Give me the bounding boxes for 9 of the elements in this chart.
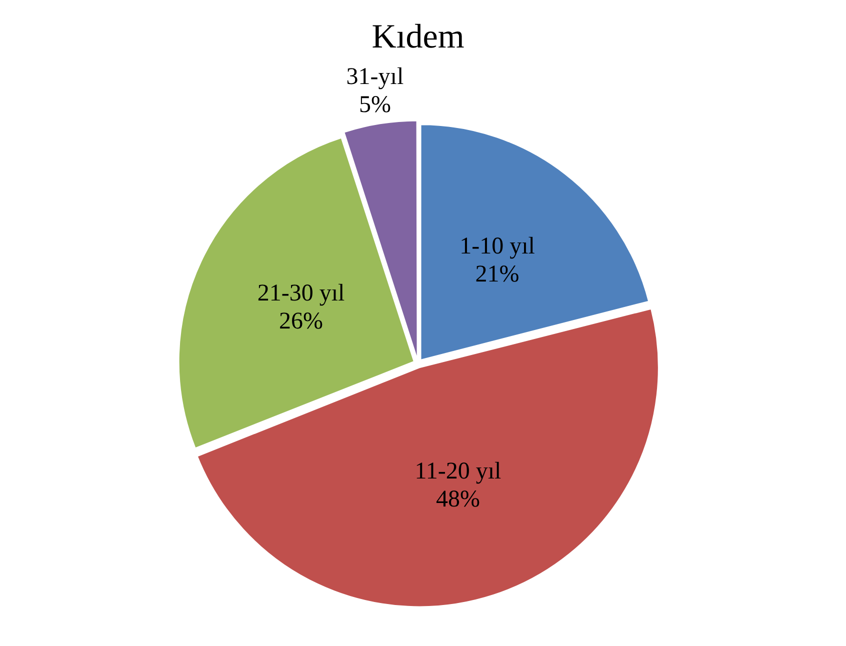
data-label: 48%: [436, 486, 480, 513]
slice-label: 1-10 yıl: [460, 234, 536, 260]
slice-label: 11-20 yıl: [414, 458, 502, 485]
data-label: 21%: [475, 262, 520, 288]
chart-title: Kıdem: [372, 18, 464, 56]
slice-label: 31-yıl: [346, 64, 404, 90]
data-label: 5%: [358, 92, 391, 118]
data-label: 26%: [279, 308, 323, 335]
slice-label: 21-30 yıl: [257, 280, 345, 307]
